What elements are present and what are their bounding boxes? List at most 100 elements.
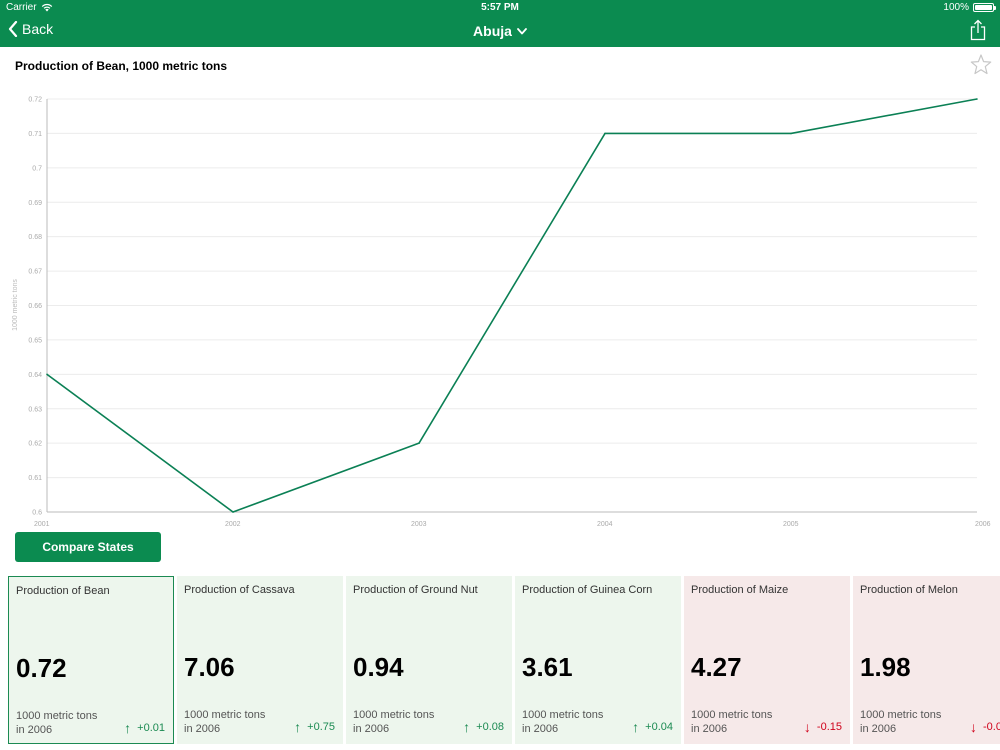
y-tick-label: 0.66	[28, 303, 42, 310]
y-tick-label: 0.63	[28, 406, 42, 413]
navigation-bar: Back Abuja	[0, 16, 1000, 47]
card-change-value: -0.15	[816, 721, 842, 733]
x-tick-label: 2005	[783, 521, 799, 528]
battery-label: 100%	[943, 2, 969, 13]
arrow-down-icon: ↓	[803, 719, 811, 735]
back-button[interactable]: Back	[8, 21, 53, 37]
card-title: Production of Guinea Corn	[522, 584, 653, 596]
card-year: in 2006	[860, 723, 897, 735]
arrow-up-icon: ↑	[294, 719, 302, 735]
y-tick-label: 0.65	[28, 337, 42, 344]
nav-title: Abuja	[473, 23, 512, 39]
status-bar: Carrier 5:57 PM 100%	[0, 0, 1000, 16]
card-title: Production of Ground Nut	[353, 584, 478, 596]
card-change: ↑ +0.08	[463, 719, 504, 735]
card-title: Production of Maize	[691, 584, 789, 596]
card-value: 0.94	[353, 652, 404, 682]
y-tick-label: 0.71	[28, 131, 42, 138]
arrow-up-icon: ↑	[632, 719, 640, 735]
card-change-value: +0.04	[645, 721, 673, 733]
favorite-button[interactable]	[970, 54, 992, 80]
line-chart: 0.6 0.61 0.62 0.63 0.64 0.65 0.66 0.67 0.68 0.69 0…	[12, 97, 991, 529]
y-tick-label: 0.68	[28, 234, 42, 241]
y-tick-label: 0.69	[28, 200, 42, 207]
x-tick-label: 2001	[34, 521, 50, 528]
indicator-card[interactable]: Production of Maize 4.27 1000 metric ton…	[684, 576, 850, 744]
indicator-card[interactable]: Production of Cassava 7.06 1000 metric t…	[177, 576, 343, 744]
arrow-up-icon: ↑	[463, 719, 471, 735]
card-change: ↑ +0.04	[632, 719, 673, 735]
top-bar: Carrier 5:57 PM 100% Back Abuja	[0, 0, 1000, 47]
indicator-card[interactable]: Production of Guinea Corn 3.61 1000 metr…	[515, 576, 681, 744]
card-value: 3.61	[522, 652, 573, 682]
carrier-label: Carrier	[6, 2, 37, 13]
card-unit: 1000 metric tons	[184, 709, 266, 721]
card-year: in 2006	[16, 724, 53, 736]
star-icon	[970, 54, 992, 75]
card-year: in 2006	[691, 723, 728, 735]
card-title: Production of Melon	[860, 584, 958, 596]
card-change-value: +0.01	[137, 722, 165, 734]
chart-grid	[47, 98, 977, 513]
card-value: 1.98	[860, 652, 911, 682]
card-value: 7.06	[184, 652, 235, 682]
y-tick-label: 0.62	[28, 441, 42, 448]
battery-group: 100%	[943, 2, 996, 13]
card-unit: 1000 metric tons	[691, 709, 773, 721]
state-selector[interactable]: Abuja	[473, 23, 527, 39]
indicator-cards: Production of Bean 0.72 1000 metric tons…	[8, 576, 1000, 744]
y-tick-label: 0.64	[28, 372, 42, 379]
card-year: in 2006	[522, 723, 559, 735]
card-title: Production of Bean	[16, 585, 110, 597]
back-label: Back	[22, 21, 54, 37]
arrow-up-icon: ↑	[124, 720, 132, 736]
x-tick-label: 2002	[225, 521, 241, 528]
status-time: 5:57 PM	[481, 2, 519, 13]
share-button[interactable]	[970, 19, 986, 46]
carrier-group: Carrier	[6, 2, 53, 13]
card-year: in 2006	[353, 723, 390, 735]
y-tick-label: 0.7	[32, 165, 42, 172]
card-unit: 1000 metric tons	[353, 709, 435, 721]
card-change: ↓ -0.15	[803, 719, 842, 735]
card-change-value: +0.08	[476, 721, 504, 733]
indicator-card[interactable]: Production of Bean 0.72 1000 metric tons…	[8, 576, 174, 744]
card-change: ↑ +0.01	[124, 720, 165, 736]
card-unit: 1000 metric tons	[860, 709, 942, 721]
y-tick-label: 0.6	[32, 510, 42, 517]
x-tick-label: 2004	[597, 521, 613, 528]
chart-series	[46, 98, 978, 513]
y-tick-label: 0.72	[28, 97, 42, 104]
data-point	[232, 511, 234, 513]
compare-states-button[interactable]: Compare States	[15, 532, 161, 562]
data-point	[46, 373, 48, 376]
card-year: in 2006	[184, 723, 221, 735]
indicator-card[interactable]: Production of Melon 1.98 1000 metric ton…	[853, 576, 1000, 744]
chart-axes: 0.6 0.61 0.62 0.63 0.64 0.65 0.66 0.67 0.68 0.69 0…	[28, 97, 990, 529]
chevron-down-icon	[517, 27, 527, 34]
battery-icon	[973, 3, 996, 12]
y-tick-label: 0.61	[28, 475, 42, 482]
card-title: Production of Cassava	[184, 584, 295, 596]
y-tick-label: 0.67	[28, 269, 42, 276]
x-tick-label: 2006	[975, 521, 991, 528]
card-change-value: +0.75	[307, 721, 335, 733]
share-icon	[970, 19, 986, 41]
data-point	[418, 442, 420, 444]
indicator-card[interactable]: Production of Ground Nut 0.94 1000 metri…	[346, 576, 512, 744]
data-point	[976, 98, 978, 100]
chevron-left-icon	[8, 21, 18, 37]
x-tick-label: 2003	[411, 521, 427, 528]
card-unit: 1000 metric tons	[16, 710, 98, 722]
nav-title-container: Abuja	[0, 23, 1000, 39]
data-point	[790, 132, 792, 135]
card-change-value: -0.05	[983, 721, 1000, 733]
data-point	[604, 132, 606, 135]
y-axis-label: 1000 metric tons	[12, 279, 19, 331]
chart-title: Production of Bean, 1000 metric tons	[15, 59, 228, 73]
card-value: 0.72	[16, 653, 67, 683]
series-line	[46, 98, 978, 513]
card-value: 4.27	[691, 652, 742, 682]
card-change: ↑ +0.75	[294, 719, 335, 735]
card-unit: 1000 metric tons	[522, 709, 604, 721]
